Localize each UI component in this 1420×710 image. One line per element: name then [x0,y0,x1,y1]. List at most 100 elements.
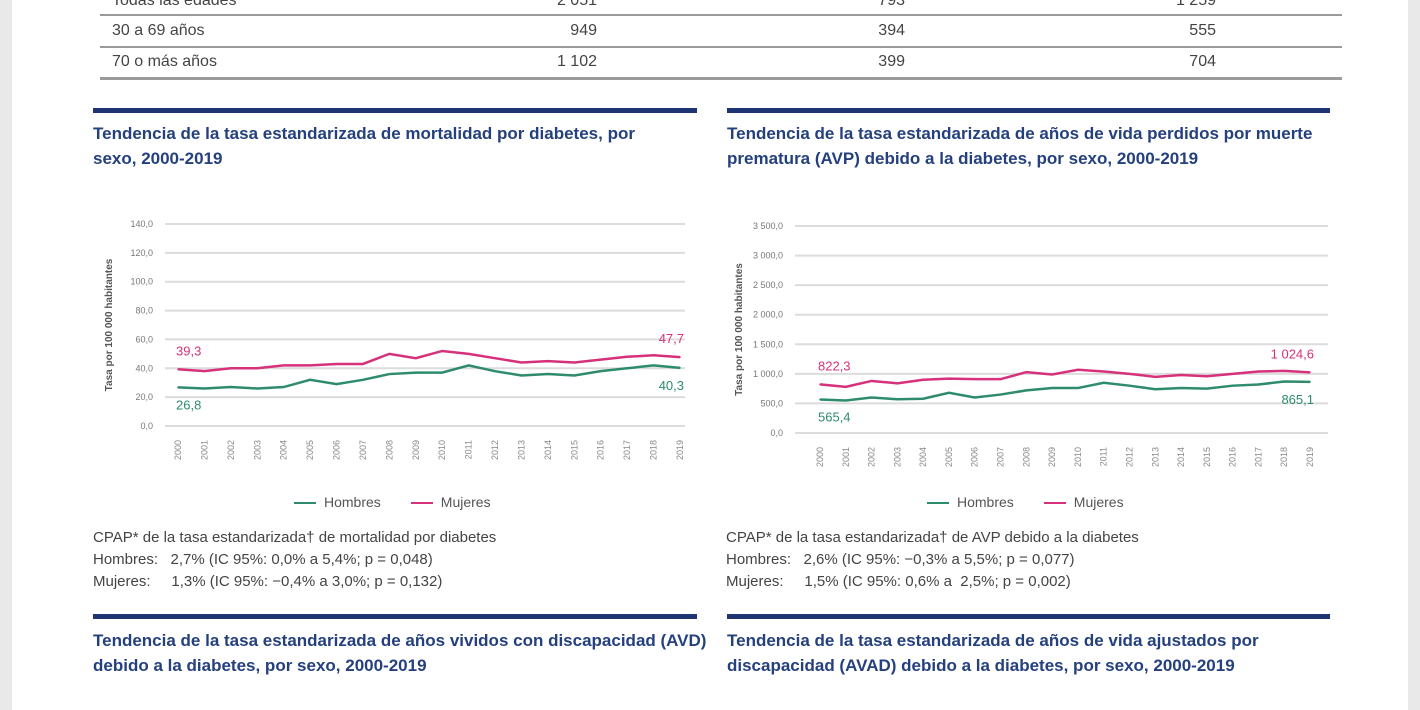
y-axis-label: Tasa por 100 000 habitantes [734,263,745,396]
x-tick-label: 2000 [815,447,825,467]
series-line-hombres [177,364,681,390]
data-point [362,363,364,365]
x-tick-label: 2004 [279,440,289,460]
x-tick-label: 2018 [649,440,659,460]
data-point [230,386,232,388]
data-point [1154,376,1157,378]
chart-legend: Hombres Mujeres [927,494,1124,510]
data-point [1180,387,1182,389]
avp-chart: 0,0 500,0 1 000,0 1 500,0 2 000,0 2 500,0 3 00… [734,221,1328,467]
data-point [494,370,496,372]
row-label: 70 o más años [112,53,217,70]
data-point [1025,389,1028,392]
start-value-label: 565,4 [818,410,851,425]
data-point [599,358,602,361]
data-point [819,383,821,386]
stats-hombres: Hombres: 2,6% (IC 95%: −0,3% a 5,5%; p =… [726,551,1075,568]
data-point [1102,370,1105,373]
data-point [1283,370,1286,372]
data-point [652,354,655,357]
x-tick-label: 2000 [173,440,183,460]
data-point [520,361,523,364]
x-tick-label: 2007 [358,440,368,460]
x-tick-label: 2018 [1279,447,1289,467]
data-point [282,386,285,388]
cell: 1 259 [1175,0,1216,9]
x-tick-label: 2012 [490,440,500,460]
x-tick-label: 2015 [1202,447,1212,467]
stats-heading: CPAP* de la tasa estandarizada† de morta… [93,529,497,546]
legend-hombres: Hombres [927,494,1014,510]
data-point [922,397,924,400]
x-tick-label: 2002 [867,447,877,467]
data-point [1206,375,1208,378]
x-tick-label: 2019 [675,440,685,460]
x-tick-label: 2005 [305,440,315,460]
start-value-label: 39,3 [176,343,201,358]
x-tick-label: 2008 [384,440,394,460]
data-point [1257,383,1260,386]
data-point [870,380,873,382]
legend-mujeres: Mujeres [410,494,491,510]
x-tick-label: 2016 [596,440,606,460]
legend-label: Mujeres [1073,494,1124,510]
x-tick-label: 2014 [1176,447,1186,467]
series-line-mujeres [177,349,681,373]
stats-heading: CPAP* de la tasa estandarizada† de AVP d… [726,529,1139,546]
table-row: Todas las edades 2 051 793 1 259 [100,0,1342,17]
data-point [256,367,259,370]
data-point [547,373,549,375]
y-tick-label: 1 500,0 [753,339,783,349]
data-point [1128,384,1131,387]
data-point [388,373,391,375]
cell: 949 [570,22,597,39]
y-tick-label: 500,0 [760,398,783,408]
end-value-label: 1 024,6 [1271,346,1314,361]
data-point [1180,374,1182,376]
data-point [335,363,338,365]
x-tick-label: 2010 [1073,447,1083,467]
data-point [1025,371,1028,373]
cell: 704 [1189,53,1216,70]
y-tick-label: 3 000,0 [753,251,783,261]
x-tick-label: 2001 [841,447,851,467]
data-point [573,361,576,364]
data-point [1077,387,1079,389]
data-point [1206,387,1208,390]
y-tick-label: 40,0 [135,363,153,373]
end-value-label: 865,1 [1281,392,1314,407]
data-point [1077,368,1079,371]
x-tick-label: 2015 [569,440,579,460]
x-tick-label: 2002 [226,440,236,460]
end-value-label: 47,7 [659,331,684,346]
data-point [679,367,681,369]
data-point [467,353,470,355]
data-point [388,353,391,355]
data-point [1309,381,1311,383]
legend-hombres: Hombres [294,494,381,510]
x-tick-label: 2017 [622,440,632,460]
x-tick-label: 2003 [252,440,262,460]
data-point [256,387,259,390]
x-tick-label: 2008 [1021,447,1031,467]
data-point [999,378,1002,380]
x-tick-label: 2004 [918,447,928,467]
x-tick-label: 2011 [464,440,474,459]
data-point [309,364,311,367]
table-divider [100,14,1342,16]
table-row: 70 o más años 1 102 399 704 [100,47,1342,78]
cell: 2 051 [556,0,597,9]
cell: 555 [1189,22,1216,39]
data-point [896,398,899,401]
data-point [414,357,417,359]
data-point [441,350,444,352]
series-line-hombres [819,380,1311,402]
data-point [599,370,602,372]
x-tick-label: 2009 [1047,447,1057,467]
data-point [177,386,179,389]
x-tick-label: 2017 [1253,447,1263,467]
y-tick-label: 80,0 [135,306,153,316]
section-rule [93,108,697,113]
data-point [652,364,655,367]
end-value-label: 40,3 [659,378,684,393]
